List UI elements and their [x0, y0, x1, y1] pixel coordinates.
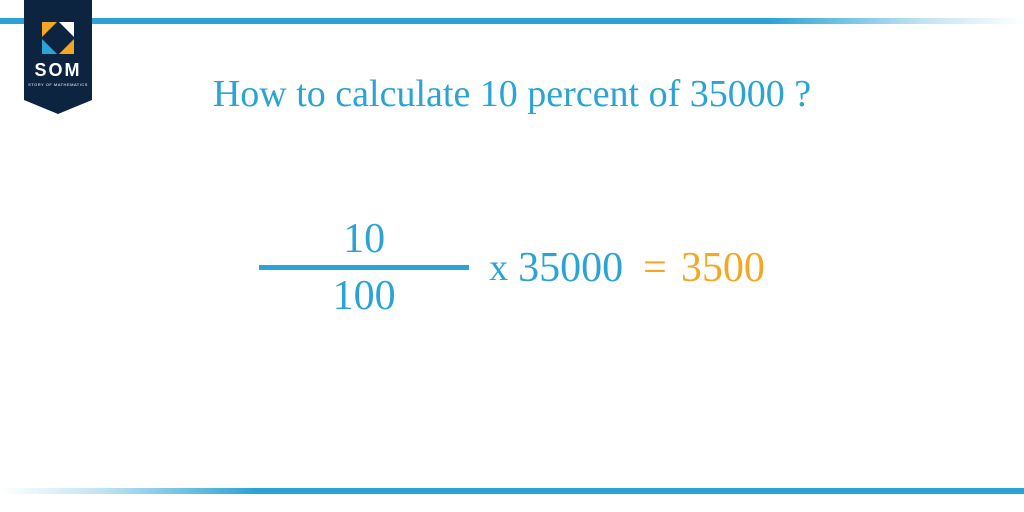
fraction: 10 100: [259, 215, 469, 321]
top-accent-bar: [0, 18, 1024, 24]
numerator: 10: [315, 215, 413, 263]
result: 3500: [681, 244, 765, 292]
denominator: 100: [305, 272, 424, 320]
multiply-operator: x: [489, 246, 508, 290]
fraction-bar: [259, 265, 469, 270]
equals-sign: =: [643, 244, 667, 292]
page-title: How to calculate 10 percent of 35000 ?: [0, 72, 1024, 116]
logo-icon: [42, 22, 74, 54]
equation: 10 100 x 35000 = 3500: [0, 215, 1024, 321]
bottom-accent-bar: [0, 488, 1024, 494]
multiplicand: 35000: [518, 244, 623, 292]
